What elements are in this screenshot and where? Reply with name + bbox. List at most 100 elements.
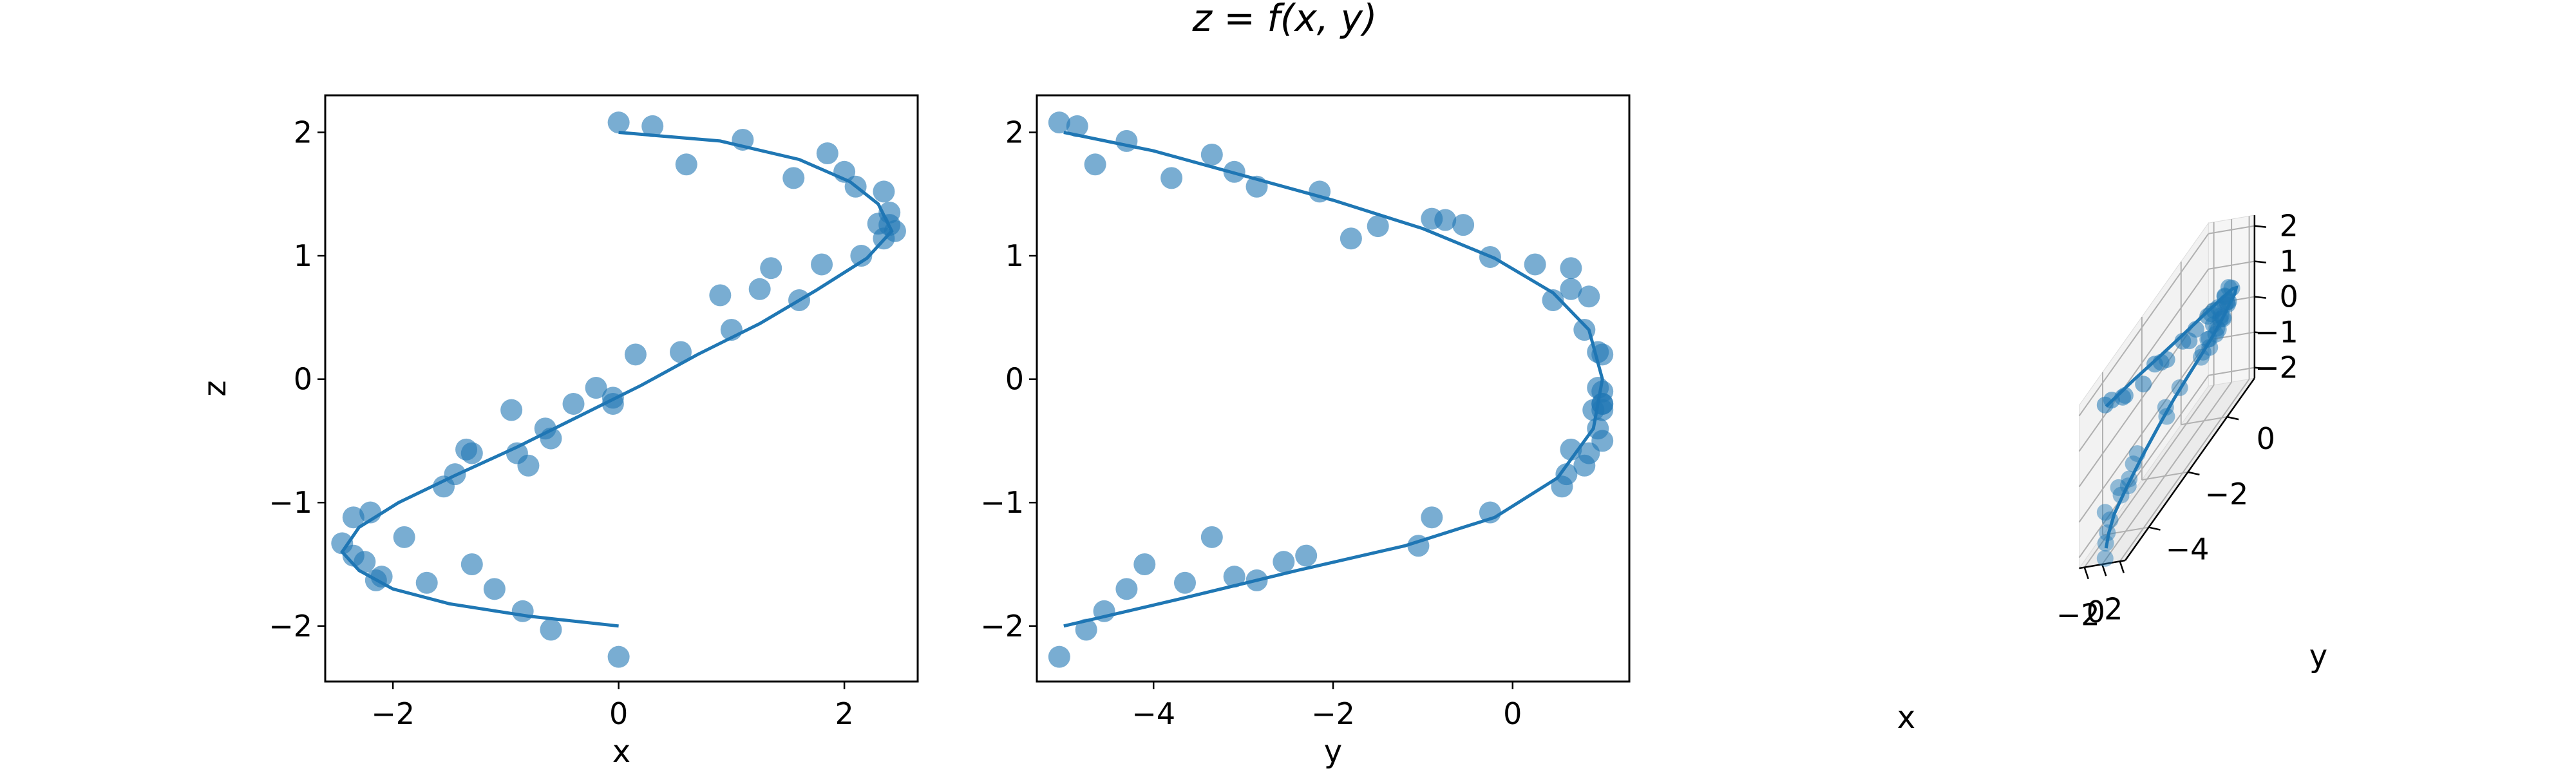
data-point-3d — [2215, 309, 2232, 326]
data-point — [709, 284, 732, 307]
panel-x-z: −2 0 2 −2 −1 0 1 2 x z — [197, 94, 919, 770]
data-point-3d — [2157, 399, 2174, 416]
data-point — [1273, 551, 1295, 573]
data-point — [1223, 566, 1245, 588]
data-point — [1245, 569, 1268, 591]
data-point — [732, 128, 754, 151]
z-tick — [2254, 225, 2266, 228]
data-point — [415, 571, 438, 594]
y-tick-label: −2 — [269, 609, 312, 644]
data-point-3d — [2199, 330, 2217, 348]
data-point-3d — [2114, 388, 2132, 406]
y-tick — [2188, 471, 2200, 476]
data-point — [534, 417, 556, 440]
data-point — [1075, 618, 1097, 641]
data-point — [1591, 343, 1614, 366]
x-tick-label: 2 — [835, 696, 853, 731]
data-point-3d — [2208, 320, 2226, 337]
y-tick-label: 2 — [294, 115, 312, 149]
x-tick — [2119, 561, 2125, 573]
x-tick-label: 0 — [609, 696, 628, 731]
y-tick-label: −4 — [2166, 532, 2210, 567]
y-tick-label: −1 — [269, 485, 312, 520]
data-point — [670, 341, 692, 363]
data-point — [833, 160, 856, 183]
y-tick-label: 1 — [294, 238, 312, 273]
data-point — [511, 600, 534, 622]
x-tick — [2101, 564, 2107, 577]
y-axis-label: z — [197, 380, 233, 396]
data-point — [641, 115, 664, 137]
data-point-3d — [2119, 477, 2137, 495]
y-tick-label: −2 — [2204, 477, 2248, 511]
z-tick — [2254, 331, 2266, 334]
fit-curve — [340, 131, 894, 628]
data-point — [1174, 571, 1196, 594]
x-tick-label: 0 — [1503, 696, 1522, 731]
z-tick-label: 2 — [2280, 209, 2298, 243]
data-point-3d — [2158, 351, 2175, 368]
data-point — [788, 289, 810, 312]
data-point-3d — [2211, 310, 2229, 328]
data-point — [1084, 153, 1106, 176]
data-point — [1560, 278, 1582, 300]
y-axis-line — [2124, 377, 2255, 561]
x-axis-label: x — [612, 734, 630, 770]
x-axis-label: y — [1324, 734, 1342, 770]
data-point — [816, 142, 838, 165]
data-point — [1340, 227, 1362, 250]
data-point-3d — [2215, 310, 2232, 327]
data-point-3d — [2212, 307, 2230, 325]
grid-line — [2078, 339, 2210, 523]
grid-line — [2208, 260, 2255, 270]
z-tick-label: 1 — [2280, 244, 2298, 279]
data-point-3d — [2128, 445, 2146, 463]
data-point-3d — [2096, 549, 2114, 567]
data-point — [1582, 399, 1605, 421]
data-point — [460, 553, 483, 575]
data-point — [1560, 438, 1582, 461]
data-point — [1434, 209, 1457, 231]
data-point — [585, 377, 607, 399]
x-tick — [2083, 567, 2089, 580]
grid-line — [2208, 367, 2255, 376]
data-point-3d — [2097, 535, 2114, 552]
data-point — [1115, 578, 1138, 600]
data-point-3d — [2194, 343, 2211, 361]
data-point — [675, 153, 697, 176]
x-tick-label: −2 — [371, 696, 415, 731]
grid-line — [2102, 526, 2149, 536]
grid-line — [2119, 378, 2250, 562]
x-tick-label: 0 — [2087, 595, 2105, 629]
data-point-3d — [2096, 504, 2114, 521]
data-point — [540, 618, 562, 641]
data-point — [517, 454, 540, 477]
data-point — [1048, 645, 1070, 668]
data-point — [607, 645, 630, 668]
x-tick-label: −2 — [1311, 696, 1355, 731]
grid-line — [2101, 381, 2232, 565]
data-point — [1309, 180, 1331, 203]
z-tick-label: 0 — [2280, 280, 2298, 314]
data-point — [624, 343, 647, 366]
data-point — [601, 386, 624, 409]
y-tick — [2226, 415, 2239, 421]
z-tick-label: −1 — [2255, 315, 2298, 350]
data-point — [1048, 111, 1070, 134]
data-point — [1367, 215, 1389, 238]
data-point — [1245, 175, 1268, 198]
data-point — [1524, 253, 1546, 276]
data-point — [1295, 544, 1318, 567]
z-tick-label: −2 — [2255, 350, 2298, 385]
data-point — [1200, 526, 1223, 548]
y-tick-label: 1 — [1005, 238, 1024, 273]
z-tick — [2254, 296, 2266, 299]
data-point — [1479, 501, 1501, 524]
x-tick-label: −2 — [2056, 598, 2100, 633]
grid-line — [2208, 331, 2255, 341]
data-point — [1452, 214, 1475, 236]
plot-frame — [324, 94, 919, 683]
data-point — [1578, 285, 1600, 308]
data-point-3d — [2158, 408, 2175, 425]
data-point — [433, 475, 455, 498]
